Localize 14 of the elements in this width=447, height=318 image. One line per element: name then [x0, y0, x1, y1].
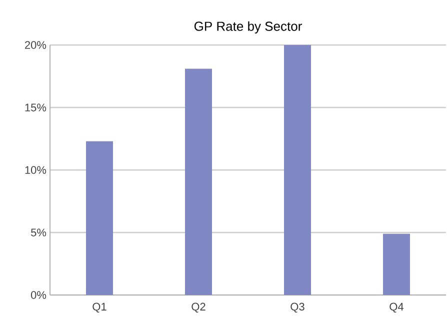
bar	[382, 234, 410, 295]
x-tick-label: Q4	[390, 302, 404, 313]
bar	[284, 44, 311, 295]
bar	[185, 68, 212, 295]
y-tick-label: 5%	[31, 228, 46, 236]
y-tick-label: 10%	[25, 166, 46, 174]
y-tick-label: 15%	[25, 104, 46, 112]
y-tick-label: 20%	[25, 41, 46, 49]
x-tick-label: Q2	[192, 302, 206, 313]
x-tick-label: Q3	[290, 302, 304, 313]
y-tick-label: 0%	[31, 291, 46, 299]
bar	[86, 141, 114, 295]
chart-title: GP Rate by Sector	[194, 21, 302, 34]
x-tick-label: Q1	[92, 302, 106, 313]
